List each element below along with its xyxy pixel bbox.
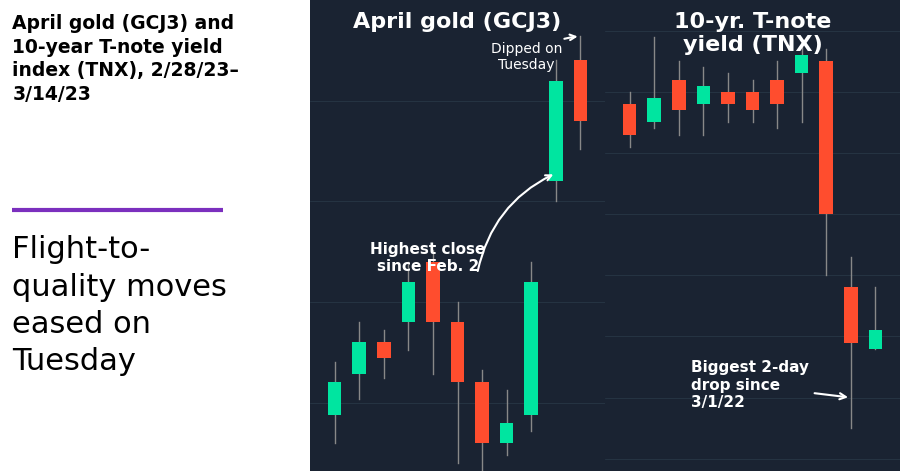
Bar (549, 81, 562, 181)
Bar (500, 422, 513, 443)
Bar (672, 80, 686, 110)
Bar (623, 104, 636, 135)
Text: April gold (GCJ3) and
10-year T-note yield
index (TNX), 2/28/23–
3/14/23: April gold (GCJ3) and 10-year T-note yie… (13, 14, 239, 104)
Text: Biggest 2-day
drop since
3/1/22: Biggest 2-day drop since 3/1/22 (691, 360, 846, 410)
Bar (795, 55, 808, 73)
Bar (770, 80, 784, 104)
Bar (328, 382, 341, 414)
Text: 10-yr. T-note
yield (TNX): 10-yr. T-note yield (TNX) (674, 12, 832, 55)
Bar (721, 92, 734, 104)
Bar (525, 282, 538, 414)
Bar (868, 330, 882, 349)
Text: Flight-to-
quality moves
eased on
Tuesday: Flight-to- quality moves eased on Tuesda… (13, 236, 228, 376)
Text: Highest close
since Feb. 2: Highest close since Feb. 2 (370, 242, 486, 274)
Bar (427, 262, 440, 322)
Bar (697, 86, 710, 104)
Bar (475, 382, 489, 443)
Bar (746, 92, 760, 110)
Bar (353, 342, 366, 374)
Bar (573, 60, 587, 121)
Text: April gold (GCJ3): April gold (GCJ3) (354, 12, 562, 32)
Bar (647, 98, 661, 122)
Bar (377, 342, 391, 358)
Bar (844, 287, 858, 342)
Bar (451, 322, 464, 382)
Text: Dipped on
Tuesday: Dipped on Tuesday (491, 34, 575, 73)
Bar (820, 61, 833, 214)
Bar (401, 282, 415, 322)
